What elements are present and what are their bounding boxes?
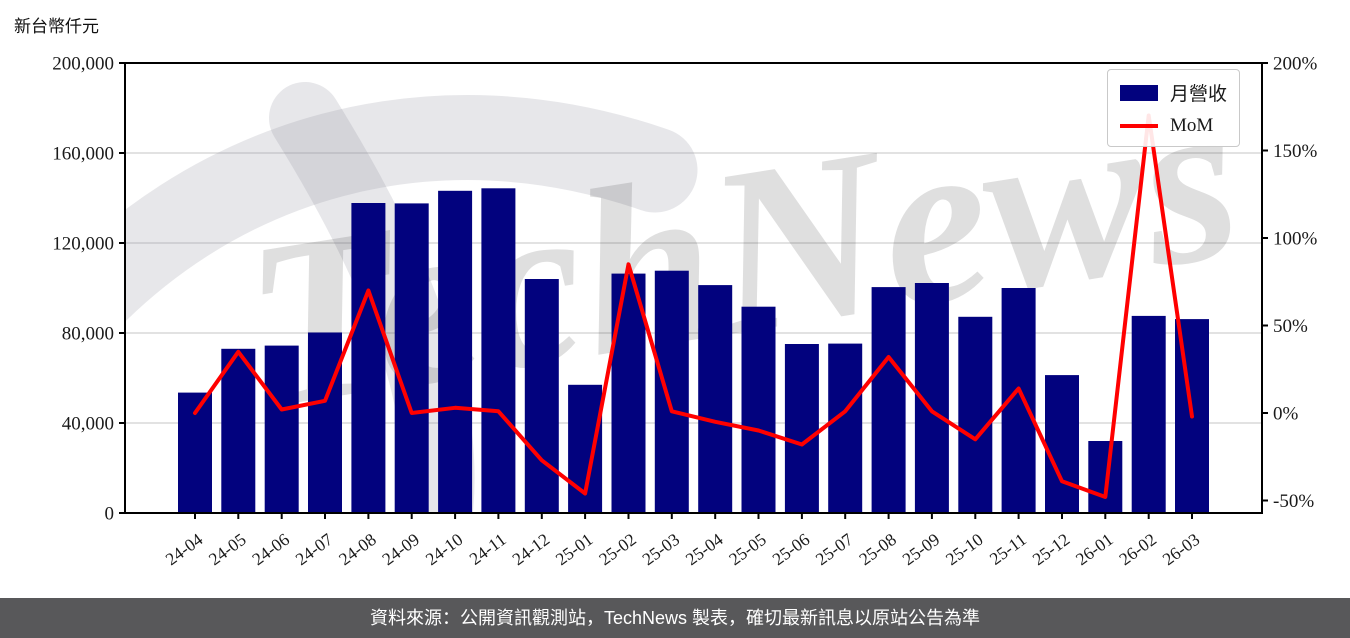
svg-text:120,000: 120,000 <box>52 234 114 255</box>
x-tick-label: 25-07 <box>812 529 857 569</box>
x-tick-label: 24-11 <box>465 529 509 569</box>
revenue-bar <box>741 306 776 513</box>
legend-label-revenue: 月營收 <box>1170 84 1228 105</box>
legend-item-mom: MoM <box>1120 115 1227 137</box>
revenue-bar-swatch <box>1120 84 1158 101</box>
plot-frame <box>124 62 1263 514</box>
revenue-bar <box>524 279 559 513</box>
revenue-bar <box>654 270 689 513</box>
svg-text:200,000: 200,000 <box>52 54 114 75</box>
chart-canvas: TechNews 040,00080,000120,000160,000200,… <box>52 54 1318 570</box>
svg-text:150%: 150% <box>1273 141 1318 162</box>
revenue-bar <box>438 190 473 514</box>
x-tick-label: 26-01 <box>1072 529 1117 569</box>
x-tick-label: 24-07 <box>292 529 337 569</box>
x-tick-label: 25-06 <box>768 529 813 569</box>
revenue-bar <box>351 203 386 513</box>
revenue-bars <box>178 188 1209 514</box>
legend-item-revenue: 月營收 <box>1120 79 1227 106</box>
x-tick-label: 24-04 <box>162 529 207 569</box>
x-tick-label: 24-09 <box>378 529 423 569</box>
revenue-bar <box>481 188 516 514</box>
x-tick-label: 24-05 <box>205 529 250 569</box>
x-tick-label: 24-06 <box>248 529 293 569</box>
revenue-bar <box>1131 315 1166 513</box>
x-tick-label: 25-03 <box>638 529 683 569</box>
x-tick-label: 25-08 <box>855 529 900 569</box>
svg-text:80,000: 80,000 <box>62 324 114 345</box>
revenue-bar <box>264 345 299 513</box>
x-tick-label: 24-08 <box>335 529 380 569</box>
x-tick-label: 25-05 <box>725 529 770 569</box>
svg-text:40,000: 40,000 <box>62 414 114 435</box>
x-tick-label: 26-03 <box>1159 529 1204 569</box>
revenue-bar <box>958 316 993 513</box>
x-tick-label: 24-10 <box>422 529 467 569</box>
footer-bar: 資料來源：公開資訊觀測站，TechNews 製表，確切最新訊息以原站公告為準 <box>0 598 1350 638</box>
revenue-bar <box>1045 375 1079 513</box>
y-axis-right: -50% 0% 50% 100% 150% 200% <box>1262 54 1318 512</box>
legend-label-mom: MoM <box>1170 115 1214 136</box>
mom-line <box>193 113 1194 499</box>
revenue-chart: TechNews 0 40,000 80,000 120,000 160,000 200,… <box>52 54 1318 570</box>
x-tick-label: 24-12 <box>508 529 553 569</box>
x-tick-label: 25-01 <box>552 529 597 569</box>
revenue-bar <box>394 203 429 513</box>
x-tick-label: 25-04 <box>682 529 727 569</box>
x-tick-label: 25-12 <box>1029 529 1074 569</box>
revenue-bar <box>871 287 906 513</box>
mom-line-swatch <box>1120 124 1158 128</box>
x-tick-label: 25-10 <box>942 529 987 569</box>
y-axis-left: 0 40,000 80,000 120,000 160,000 200,000 <box>52 54 125 525</box>
revenue-bar <box>308 332 342 513</box>
revenue-bar <box>828 343 863 513</box>
svg-text:160,000: 160,000 <box>52 144 114 165</box>
revenue-bar <box>221 348 256 514</box>
svg-text:100%: 100% <box>1273 229 1318 250</box>
left-axis-unit-label: 新台幣仟元 <box>14 17 99 36</box>
footer-source-text: 資料來源：公開資訊觀測站，TechNews 製表，確切最新訊息以原站公告為準 <box>369 608 981 628</box>
svg-text:0%: 0% <box>1273 404 1299 425</box>
svg-text:200%: 200% <box>1273 54 1318 75</box>
svg-text:-50%: -50% <box>1273 491 1314 512</box>
revenue-bar <box>698 285 733 513</box>
x-tick-label: 25-02 <box>595 529 640 569</box>
svg-text:50%: 50% <box>1273 316 1308 337</box>
revenue-bar <box>1088 441 1123 513</box>
legend: 月營收 MoM <box>1107 69 1240 147</box>
svg-text:0: 0 <box>105 504 115 525</box>
x-tick-label: 25-11 <box>986 529 1030 569</box>
revenue-bar <box>784 344 819 513</box>
x-tick-label: 26-02 <box>1115 529 1160 569</box>
x-tick-label: 25-09 <box>898 529 943 569</box>
